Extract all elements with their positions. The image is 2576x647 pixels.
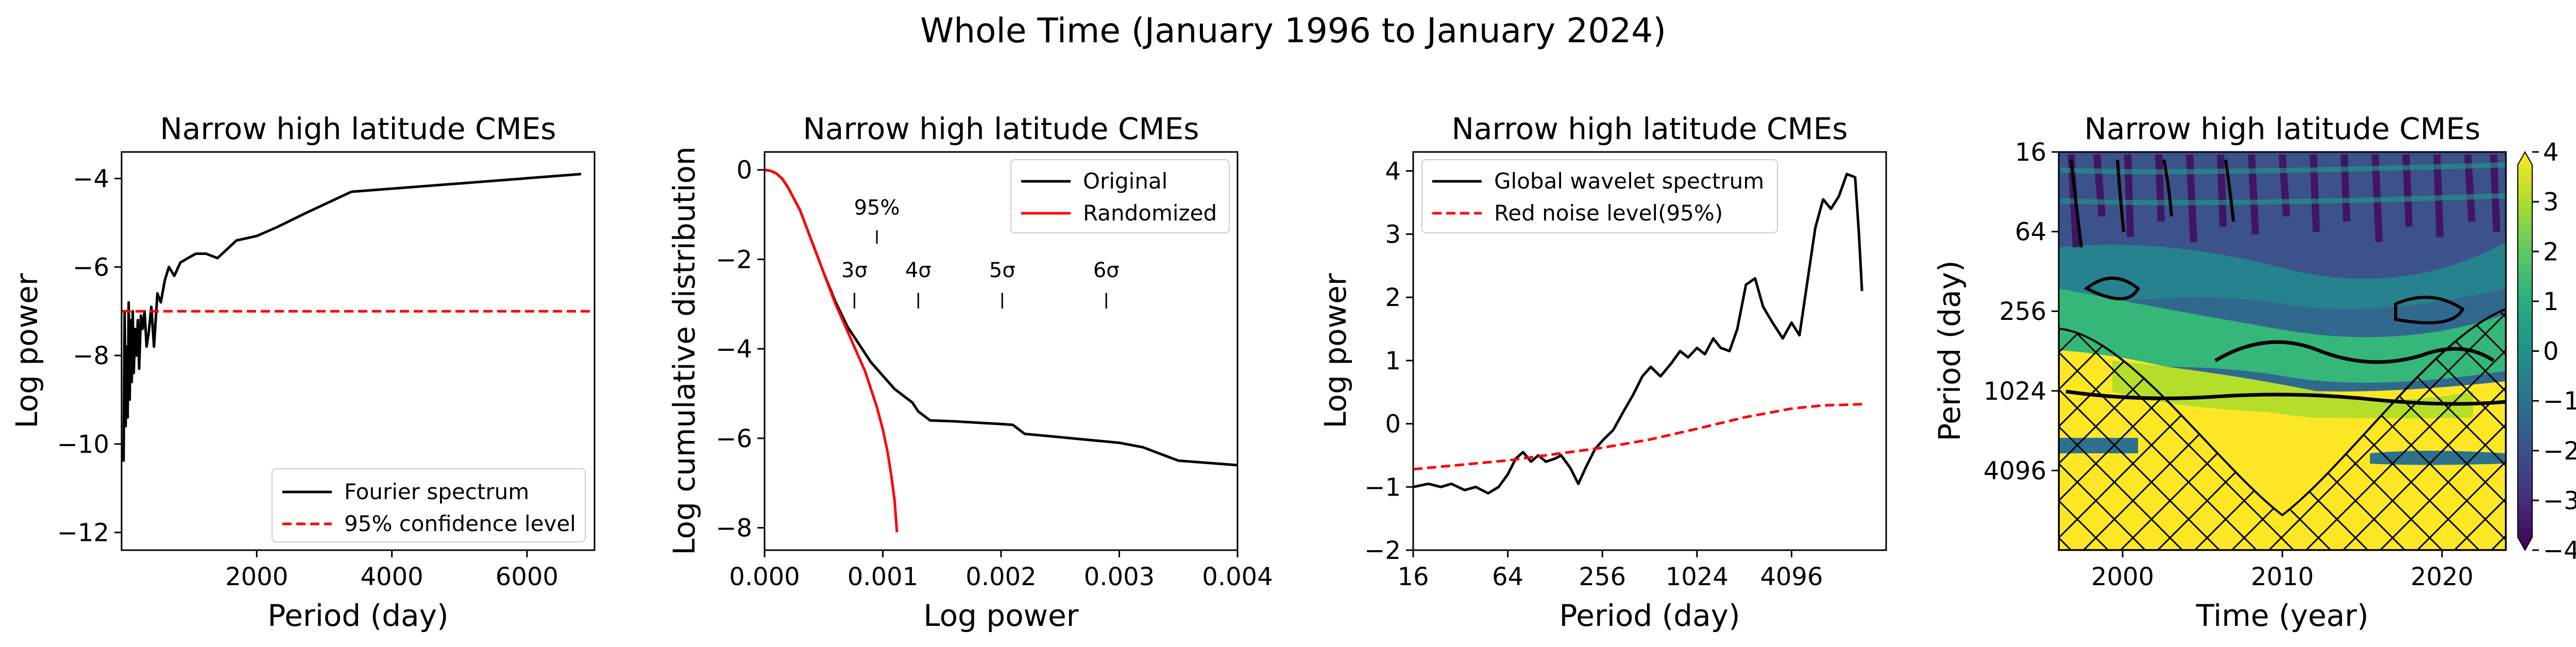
panel-cumulative-distribution: Narrow high latitude CMEs 0.000 0.001 0.00… bbox=[667, 111, 1273, 633]
panel3-axes: 16 64 256 1024 4096 −2 −1 0 1 2 3 4 bbox=[1364, 157, 1823, 591]
panel1-axes: 2000 4000 6000 −12 −10 −8 −6 −4 bbox=[57, 165, 558, 591]
series-line-1 bbox=[765, 168, 899, 533]
panel2-xlabel: Log power bbox=[923, 598, 1078, 633]
legend-label-fourier: Fourier spectrum bbox=[344, 479, 529, 504]
y-tick-label: −2 bbox=[716, 245, 752, 274]
series-line-0 bbox=[1413, 173, 1863, 495]
colorbar-tick-label: −4 bbox=[2543, 536, 2576, 565]
colorbar-tick-label: 0 bbox=[2543, 337, 2559, 366]
x-tick-label: 0.002 bbox=[965, 563, 1036, 591]
colorbar-tick-label: 2 bbox=[2543, 237, 2559, 266]
legend-label-red-noise: Red noise level(95%) bbox=[1494, 200, 1723, 226]
panel2-ylabel: Log cumulative distribution bbox=[667, 146, 702, 555]
legend-label-original: Original bbox=[1083, 168, 1167, 194]
x-tick-label: 2000 bbox=[225, 563, 288, 591]
x-tick-label: 1024 bbox=[1666, 563, 1728, 591]
y-tick-label: −1 bbox=[1364, 473, 1401, 502]
panel-global-wavelet: Narrow high latitude CMEs 16 64 256 1024 409… bbox=[1318, 111, 1887, 633]
panel4-xlabel: Time (year) bbox=[2195, 598, 2368, 633]
y-tick-label: −4 bbox=[716, 335, 752, 364]
y-tick-label: 4 bbox=[1385, 157, 1401, 186]
panel4-axes: 2000 2010 2020 16 64 256 1024 4096 bbox=[1984, 138, 2473, 591]
x-tick-label: 16 bbox=[1397, 563, 1429, 591]
panel2-series bbox=[765, 168, 1238, 533]
figure-suptitle: Whole Time (January 1996 to January 2024… bbox=[920, 11, 1666, 50]
panel-fourier-spectrum: Narrow high latitude CMEs 2000 4000 6000 −1… bbox=[9, 111, 596, 633]
colorbar: 4 3 2 1 0 −1 −2 −3 −4 bbox=[2517, 138, 2576, 565]
annotation-label: 6σ bbox=[1093, 259, 1120, 282]
annotation-label: 4σ bbox=[905, 259, 931, 282]
panel4-frame bbox=[2058, 151, 2507, 551]
legend-label-confidence: 95% confidence level bbox=[344, 511, 576, 536]
colorbar-tick-label: 1 bbox=[2543, 287, 2559, 316]
y-tick-label: 1024 bbox=[1984, 377, 2046, 406]
y-tick-label: 3 bbox=[1385, 220, 1401, 249]
y-tick-label: −12 bbox=[57, 519, 109, 548]
y-tick-label: 0 bbox=[1385, 410, 1401, 439]
y-tick-label: 16 bbox=[2015, 138, 2046, 167]
x-tick-label: 0.000 bbox=[729, 563, 800, 591]
y-tick-label: −8 bbox=[716, 514, 752, 543]
panel3-xlabel: Period (day) bbox=[1559, 598, 1740, 633]
x-tick-label: 2010 bbox=[2251, 563, 2314, 591]
y-tick-label: −8 bbox=[73, 342, 109, 370]
panel3-ylabel: Log power bbox=[1318, 273, 1353, 428]
panel1-series bbox=[122, 173, 595, 462]
series-line-0 bbox=[122, 173, 581, 462]
panel2-frame bbox=[764, 151, 1239, 551]
x-tick-label: 4000 bbox=[360, 563, 423, 591]
x-tick-label: 2020 bbox=[2411, 563, 2473, 591]
colorbar-ticks: 4 3 2 1 0 −1 −2 −3 −4 bbox=[2532, 138, 2576, 565]
x-tick-label: 0.004 bbox=[1202, 563, 1273, 591]
panel3-title: Narrow high latitude CMEs bbox=[1452, 111, 1848, 146]
wavelet-heatmap bbox=[2059, 152, 2506, 550]
y-tick-label: −6 bbox=[716, 424, 752, 453]
colorbar-tick-label: 3 bbox=[2543, 188, 2559, 217]
x-tick-label: 2000 bbox=[2091, 563, 2154, 591]
panel1-legend: Fourier spectrum 95% confidence level bbox=[272, 468, 586, 542]
panel3-series bbox=[1413, 173, 1863, 495]
x-tick-label: 256 bbox=[1579, 563, 1626, 591]
panel2-title: Narrow high latitude CMEs bbox=[803, 111, 1199, 146]
panel2-annotations: 95% 3σ 4σ 5σ 6σ bbox=[841, 196, 1120, 309]
y-tick-label: 256 bbox=[1999, 297, 2046, 326]
panel1-xlabel: Period (day) bbox=[267, 598, 448, 633]
legend-label-randomized: Randomized bbox=[1083, 200, 1217, 226]
panel3-frame bbox=[1412, 151, 1887, 551]
legend-label-global-wavelet: Global wavelet spectrum bbox=[1494, 168, 1764, 194]
y-tick-label: 1 bbox=[1385, 347, 1401, 376]
annotation-label: 5σ bbox=[989, 259, 1015, 282]
y-tick-label: 2 bbox=[1385, 283, 1401, 312]
y-tick-label: 64 bbox=[2015, 218, 2046, 247]
colorbar-tick-label: −3 bbox=[2543, 486, 2576, 515]
panel4-ylabel: Period (day) bbox=[1932, 260, 1967, 441]
panel-wavelet-power: Narrow high latitude CMEs 2000 2010 202016… bbox=[1932, 111, 2576, 633]
panel1-title: Narrow high latitude CMEs bbox=[160, 111, 556, 146]
panel2-legend: Original Randomized bbox=[1010, 159, 1230, 233]
annotation-label: 95% bbox=[854, 196, 900, 220]
x-tick-label: 6000 bbox=[496, 563, 558, 591]
x-tick-label: 4096 bbox=[1760, 563, 1823, 591]
panel1-ylabel: Log power bbox=[9, 273, 44, 428]
panel3-legend: Global wavelet spectrum Red noise level(… bbox=[1421, 159, 1778, 233]
y-tick-label: 0 bbox=[736, 156, 752, 185]
colorbar-tick-label: −2 bbox=[2543, 437, 2576, 466]
y-tick-label: −4 bbox=[73, 165, 109, 194]
panel4-title: Narrow high latitude CMEs bbox=[2084, 111, 2481, 146]
y-tick-label: −6 bbox=[73, 253, 109, 282]
colorbar-tick-label: −1 bbox=[2543, 387, 2576, 416]
series-line-1 bbox=[1413, 403, 1862, 471]
panel1-frame bbox=[121, 151, 596, 551]
colorbar-tick-label: 4 bbox=[2543, 138, 2559, 167]
panel2-axes: 0.000 0.001 0.002 0.003 0.004 −8 −6 −4 −2 0 bbox=[716, 156, 1273, 591]
y-tick-label: 4096 bbox=[1984, 456, 2046, 485]
x-tick-label: 0.003 bbox=[1084, 563, 1155, 591]
y-tick-label: −2 bbox=[1364, 536, 1401, 565]
x-tick-label: 64 bbox=[1492, 563, 1523, 591]
x-tick-label: 0.001 bbox=[848, 563, 918, 591]
y-tick-label: −10 bbox=[57, 430, 109, 459]
annotation-label: 3σ bbox=[841, 259, 868, 282]
